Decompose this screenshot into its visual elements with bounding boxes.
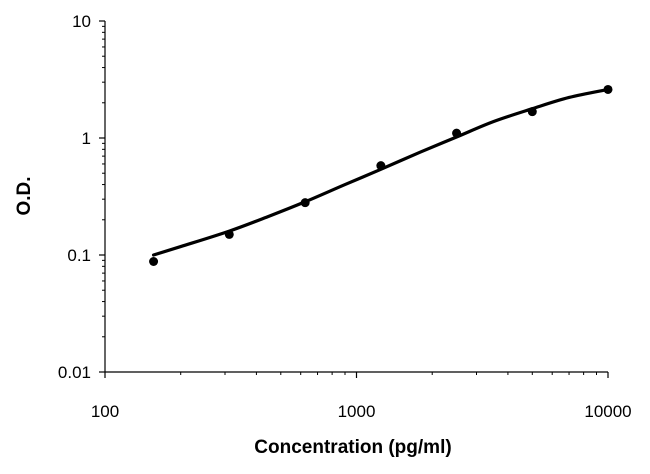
x-tick-label: 10000 [584,402,631,421]
x-tick-label: 1000 [338,402,376,421]
data-point [603,84,613,94]
y-tick-label: 1 [82,129,91,148]
y-axis-ticks: 0.01 0.1 1 10 [58,12,105,382]
data-point [149,256,159,266]
x-axis-title: Concentration (pg/ml) [254,437,451,458]
y-tick-label: 0.01 [58,363,91,382]
y-axis-title: O.D. [14,176,35,215]
fit-curve [151,87,610,257]
plot-area: 0.01 0.1 1 10 100 1000 10000 [58,12,632,421]
data-point [224,229,234,239]
data-point [376,161,386,171]
data-points [149,84,613,266]
data-point [452,128,462,138]
x-axis-ticks: 100 1000 10000 [91,372,632,421]
data-point [527,107,537,117]
x-tick-label: 100 [91,402,119,421]
y-tick-label: 10 [72,12,91,31]
y-tick-label: 0.1 [67,246,91,265]
data-point [300,198,310,208]
